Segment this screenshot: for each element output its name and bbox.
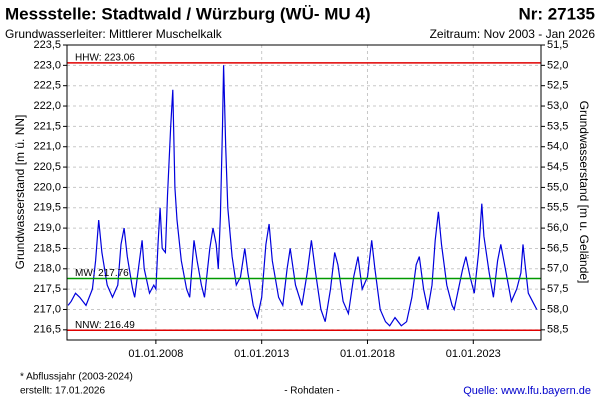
reference-label: NNW: 216.49	[75, 320, 135, 331]
y2-tick-label: 58,5	[547, 324, 568, 336]
x-tick-label: 01.01.2018	[340, 348, 395, 360]
y-tick-label: 216,5	[33, 324, 61, 336]
data-note: - Rohdaten -	[284, 386, 340, 397]
data-line	[67, 65, 538, 327]
x-tick-label: 01.01.2023	[446, 348, 501, 360]
y2-axis-label: Grundwasserstand [m u. Gelände]	[577, 101, 591, 284]
y2-tick-label: 57,0	[547, 263, 568, 275]
y-tick-label: 220,5	[33, 161, 61, 173]
reference-label: HHW: 223.06	[75, 53, 135, 64]
chart-title: Messstelle: Stadtwald / Würzburg (WÜ- MU…	[5, 4, 371, 23]
aquifer: Grundwasserleiter: Mittlerer Muschelkalk	[5, 27, 223, 41]
plot-frame	[66, 44, 542, 341]
y2-tick-label: 55,0	[547, 181, 568, 193]
y2-tick-label: 53,0	[547, 100, 568, 112]
footnote: * Abflussjahr (2003-2024)	[20, 372, 133, 383]
y-tick-label: 222,0	[33, 100, 61, 112]
x-tick-label: 01.01.2013	[234, 348, 289, 360]
y2-tick-label: 55,5	[547, 202, 568, 214]
y2-tick-label: 58,0	[547, 303, 568, 315]
y-tick-label: 218,0	[33, 263, 61, 275]
y-tick-label: 220,0	[33, 181, 61, 193]
y2-tick-label: 54,0	[547, 141, 568, 153]
y-tick-label: 221,0	[33, 141, 61, 153]
y-tick-label: 217,0	[33, 303, 61, 315]
source-link[interactable]: Quelle: www.lfu.bayern.de	[463, 385, 591, 397]
y-axis-label: Grundwasserstand [m ü. NN]	[13, 115, 27, 270]
y-tick-label: 219,5	[33, 202, 61, 214]
y2-tick-label: 53,5	[547, 120, 568, 132]
reference-label: MW: 217.76	[75, 268, 129, 279]
y-tick-label: 223,0	[33, 59, 61, 71]
y2-tick-label: 57,5	[547, 283, 568, 295]
y2-tick-label: 56,0	[547, 222, 568, 234]
y2-tick-label: 54,5	[547, 161, 568, 173]
y-tick-label: 221,5	[33, 120, 61, 132]
created-date: erstellt: 17.01.2026	[20, 386, 105, 397]
y-tick-label: 218,5	[33, 242, 61, 254]
y2-tick-label: 56,5	[547, 242, 568, 254]
y2-tick-label: 52,0	[547, 59, 568, 71]
y2-tick-label: 52,5	[547, 80, 568, 92]
y-tick-label: 223,5	[33, 39, 61, 51]
y2-tick-label: 51,5	[547, 39, 568, 51]
station-number: Nr: 27135	[518, 4, 595, 23]
x-tick-label: 01.01.2008	[128, 348, 183, 360]
y-tick-label: 219,0	[33, 222, 61, 234]
period: Zeitraum: Nov 2003 - Jan 2026	[430, 27, 596, 41]
y-tick-label: 222,5	[33, 80, 61, 92]
y-tick-label: 217,5	[33, 283, 61, 295]
